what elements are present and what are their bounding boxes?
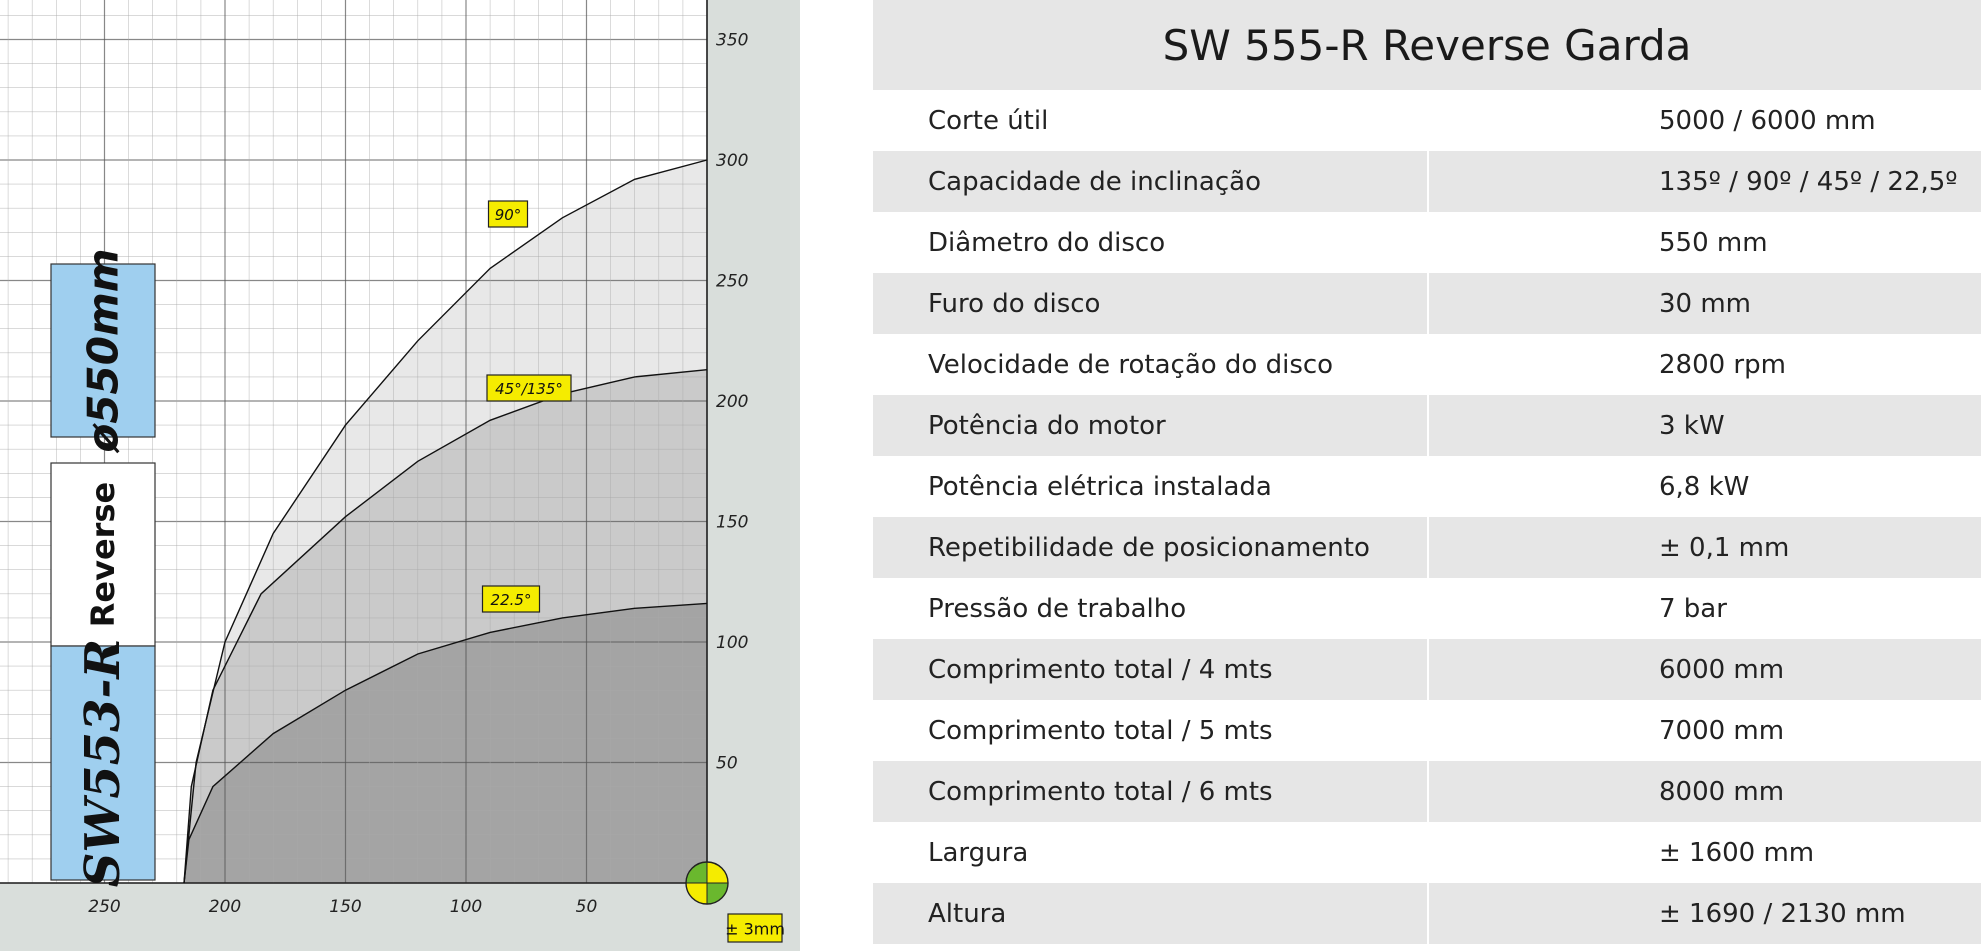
spec-title: SW 555-R Reverse Garda: [873, 0, 1981, 90]
spec-row: Comprimento total / 5 mts 7000 mm: [873, 700, 1981, 761]
spec-row: Comprimento total / 6 mts 8000 mm: [873, 761, 1981, 822]
spec-row: Capacidade de inclinação 135º / 90º / 45º…: [873, 151, 1981, 212]
model-label-box: [50, 645, 156, 881]
spec-row: Corte útil 5000 / 6000 mm: [873, 90, 1981, 151]
spec-label: Potência do motor: [873, 395, 1429, 456]
spec-row: Largura ± 1600 mm: [873, 822, 1981, 883]
spec-label: Comprimento total / 4 mts: [873, 639, 1429, 700]
spec-label: Comprimento total / 6 mts: [873, 761, 1429, 822]
spec-label: Repetibilidade de posicionamento: [873, 517, 1429, 578]
y-tick-label: 100: [716, 633, 748, 653]
y-tick-label: 150: [716, 513, 748, 533]
spec-row: Velocidade de rotação do disco 2800 rpm: [873, 334, 1981, 395]
spec-value: 135º / 90º / 45º / 22,5º: [1428, 151, 1981, 212]
spec-row: Repetibilidade de posicionamento ± 0,1 mm: [873, 517, 1981, 578]
spec-value: 6,8 kW: [1659, 471, 1750, 502]
spec-row: Pressão de trabalho 7 bar: [873, 578, 1981, 639]
origin-marker-q3: [686, 883, 707, 904]
spec-row: Furo do disco 30 mm: [873, 273, 1981, 334]
spec-label: Altura: [873, 883, 1429, 944]
series-area-2: [184, 603, 707, 883]
tolerance-label: ± 3mm: [725, 920, 785, 939]
spec-row: Potência elétrica instalada 6,8 kW: [873, 456, 1981, 517]
series-tag-box: [481, 585, 541, 613]
series-tag-label: 90°: [495, 206, 522, 224]
spec-label: Capacidade de inclinação: [873, 151, 1429, 212]
spec-panel: SW 555-R Reverse Garda Corte útil 5000 / …: [873, 0, 1981, 951]
x-tick-label: 200: [209, 897, 241, 917]
series-tag-label: 22.5°: [491, 591, 532, 609]
origin-marker-q4: [686, 862, 707, 883]
spec-value: 2800 rpm: [1659, 349, 1786, 380]
spec-label: Largura: [873, 822, 1429, 883]
spec-row: Diâmetro do disco 550 mm: [873, 212, 1981, 273]
spec-label: Pressão de trabalho: [873, 578, 1429, 639]
spec-value: 5000 / 6000 mm: [1659, 105, 1876, 136]
mode-label: Reverse: [84, 482, 122, 627]
x-tick-label: 250: [88, 897, 120, 917]
disc-diameter-label: ø550mm: [79, 248, 128, 453]
spec-label: Velocidade de rotação do disco: [873, 334, 1429, 395]
series-tag-box: [486, 374, 572, 402]
y-tick-label: 250: [716, 272, 748, 292]
spec-value: 3 kW: [1428, 395, 1981, 456]
tolerance-box: [727, 913, 783, 943]
series-line-1: [183, 369, 708, 884]
x-tick-label: 100: [450, 897, 482, 917]
y-tick-label: 300: [716, 151, 748, 171]
spec-value: 6000 mm: [1428, 639, 1981, 700]
x-tick-label: 150: [329, 897, 361, 917]
spec-row: Comprimento total / 4 mts 6000 mm: [873, 639, 1981, 700]
spec-value: 8000 mm: [1428, 761, 1981, 822]
spec-value: 30 mm: [1428, 273, 1981, 334]
spec-value: ± 0,1 mm: [1428, 517, 1981, 578]
origin-marker-q2: [707, 883, 728, 904]
series-tag-label: 45°/135°: [495, 380, 563, 398]
spec-label: Potência elétrica instalada: [873, 456, 1429, 517]
spec-label: Diâmetro do disco: [873, 212, 1429, 273]
spec-label: Comprimento total / 5 mts: [873, 700, 1429, 761]
origin-marker-q1: [707, 862, 728, 883]
spec-row: Altura ± 1690 / 2130 mm: [873, 883, 1981, 944]
y-tick-label: 200: [716, 392, 748, 412]
spec-label: Corte útil: [873, 90, 1429, 151]
spec-label: Furo do disco: [873, 273, 1429, 334]
spec-value: 7000 mm: [1659, 715, 1785, 746]
spec-value: ± 1690 / 2130 mm: [1428, 883, 1981, 944]
y-tick-label: 50: [716, 754, 738, 774]
x-tick-label: 50: [576, 897, 598, 917]
spec-value: ± 1600 mm: [1659, 837, 1815, 868]
spec-value: 550 mm: [1659, 227, 1768, 258]
disc-diameter-label-box: [50, 263, 156, 438]
spec-table: Corte útil 5000 / 6000 mm Capacidade de in…: [873, 90, 1981, 944]
y-tick-label: 350: [716, 31, 748, 51]
series-line-2: [183, 602, 708, 884]
series-tag-box: [487, 200, 529, 228]
spec-value: 7 bar: [1659, 593, 1727, 624]
spec-row: Potência do motor 3 kW: [873, 395, 1981, 456]
model-label: SW553-R: [75, 639, 131, 888]
